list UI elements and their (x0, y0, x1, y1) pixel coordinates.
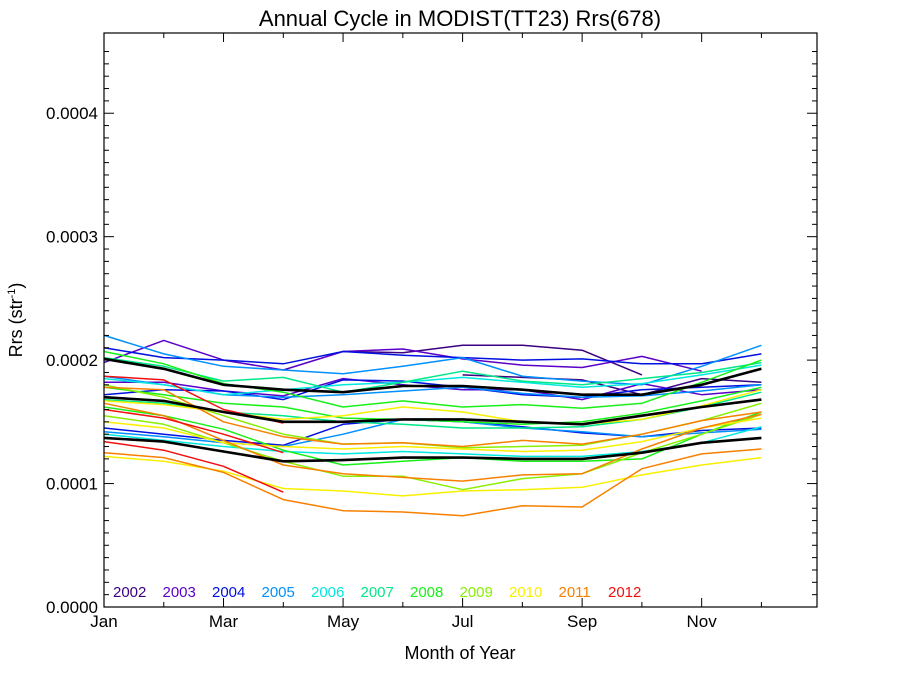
series-line-2011-23 (103, 402, 762, 482)
plot-lines (103, 334, 762, 517)
x-tick-label-2: May (327, 612, 360, 631)
legend-label-2011: 2011 (559, 584, 591, 601)
legend-label-2002: 2002 (113, 584, 146, 601)
x-tick-label-1: Mar (209, 612, 239, 631)
series-line-2010-19 (103, 455, 762, 497)
x-axis-label: Month of Year (404, 643, 515, 663)
x-axis: Jan Mar May Jul Sep Nov (90, 33, 762, 631)
legend: 2002 2003 2004 2005 2006 2007 2008 2009 2010 2011… (113, 584, 641, 601)
x-tick-label-0: Jan (90, 612, 117, 631)
chart-title: Annual Cycle in MODIST(TT23) Rrs(678) (259, 6, 661, 31)
legend-label-2008: 2008 (410, 584, 443, 601)
y-axis-label-superscript: -1 (6, 289, 18, 299)
series-line-2002-0 (343, 344, 643, 376)
mean-line-30 (103, 357, 762, 396)
mean-line-28 (103, 436, 762, 463)
y-axis: 0.0000 0.0001 0.0002 0.0003 0.0004 (46, 51, 817, 617)
y-axis-label: Rrs (str-1) (6, 283, 26, 358)
y-tick-label-2: 0.0002 (46, 351, 98, 370)
series-line-2004-5 (103, 379, 762, 401)
legend-label-2003: 2003 (163, 584, 196, 601)
plot-frame (103, 32, 818, 608)
series-line-2004-4 (103, 347, 762, 365)
mean-line-29 (103, 395, 762, 426)
x-tick-label-5: Nov (687, 612, 718, 631)
x-tick-label-4: Sep (567, 612, 597, 631)
legend-label-2009: 2009 (460, 584, 493, 601)
series-line-2008-15 (103, 406, 762, 466)
y-tick-label-1: 0.0001 (46, 475, 98, 494)
series-line-2008-14 (103, 350, 762, 410)
series-line-2006-10 (103, 364, 762, 396)
legend-label-2006: 2006 (311, 584, 344, 601)
legend-label-2010: 2010 (509, 584, 542, 601)
series-line-2011-24 (103, 386, 762, 448)
series-line-2003-2 (103, 339, 702, 372)
y-axis-label-main: Rrs (str (6, 298, 26, 357)
y-tick-label-4: 0.0004 (46, 104, 98, 123)
legend-label-2007: 2007 (361, 584, 394, 601)
y-tick-label-0: 0.0000 (46, 598, 98, 617)
series-line-2012-26 (103, 408, 284, 454)
y-tick-label-3: 0.0003 (46, 228, 98, 247)
legend-label-2005: 2005 (262, 584, 295, 601)
legend-label-2012: 2012 (608, 584, 641, 601)
x-tick-label-3: Jul (452, 612, 474, 631)
legend-label-2004: 2004 (212, 584, 245, 601)
series-line-2007-12 (103, 356, 762, 393)
series-line-2012-25 (103, 440, 284, 493)
y-axis-label-suffix: ) (6, 283, 26, 289)
series-line-2010-20 (103, 417, 762, 453)
series-line-2011-22 (103, 448, 762, 517)
